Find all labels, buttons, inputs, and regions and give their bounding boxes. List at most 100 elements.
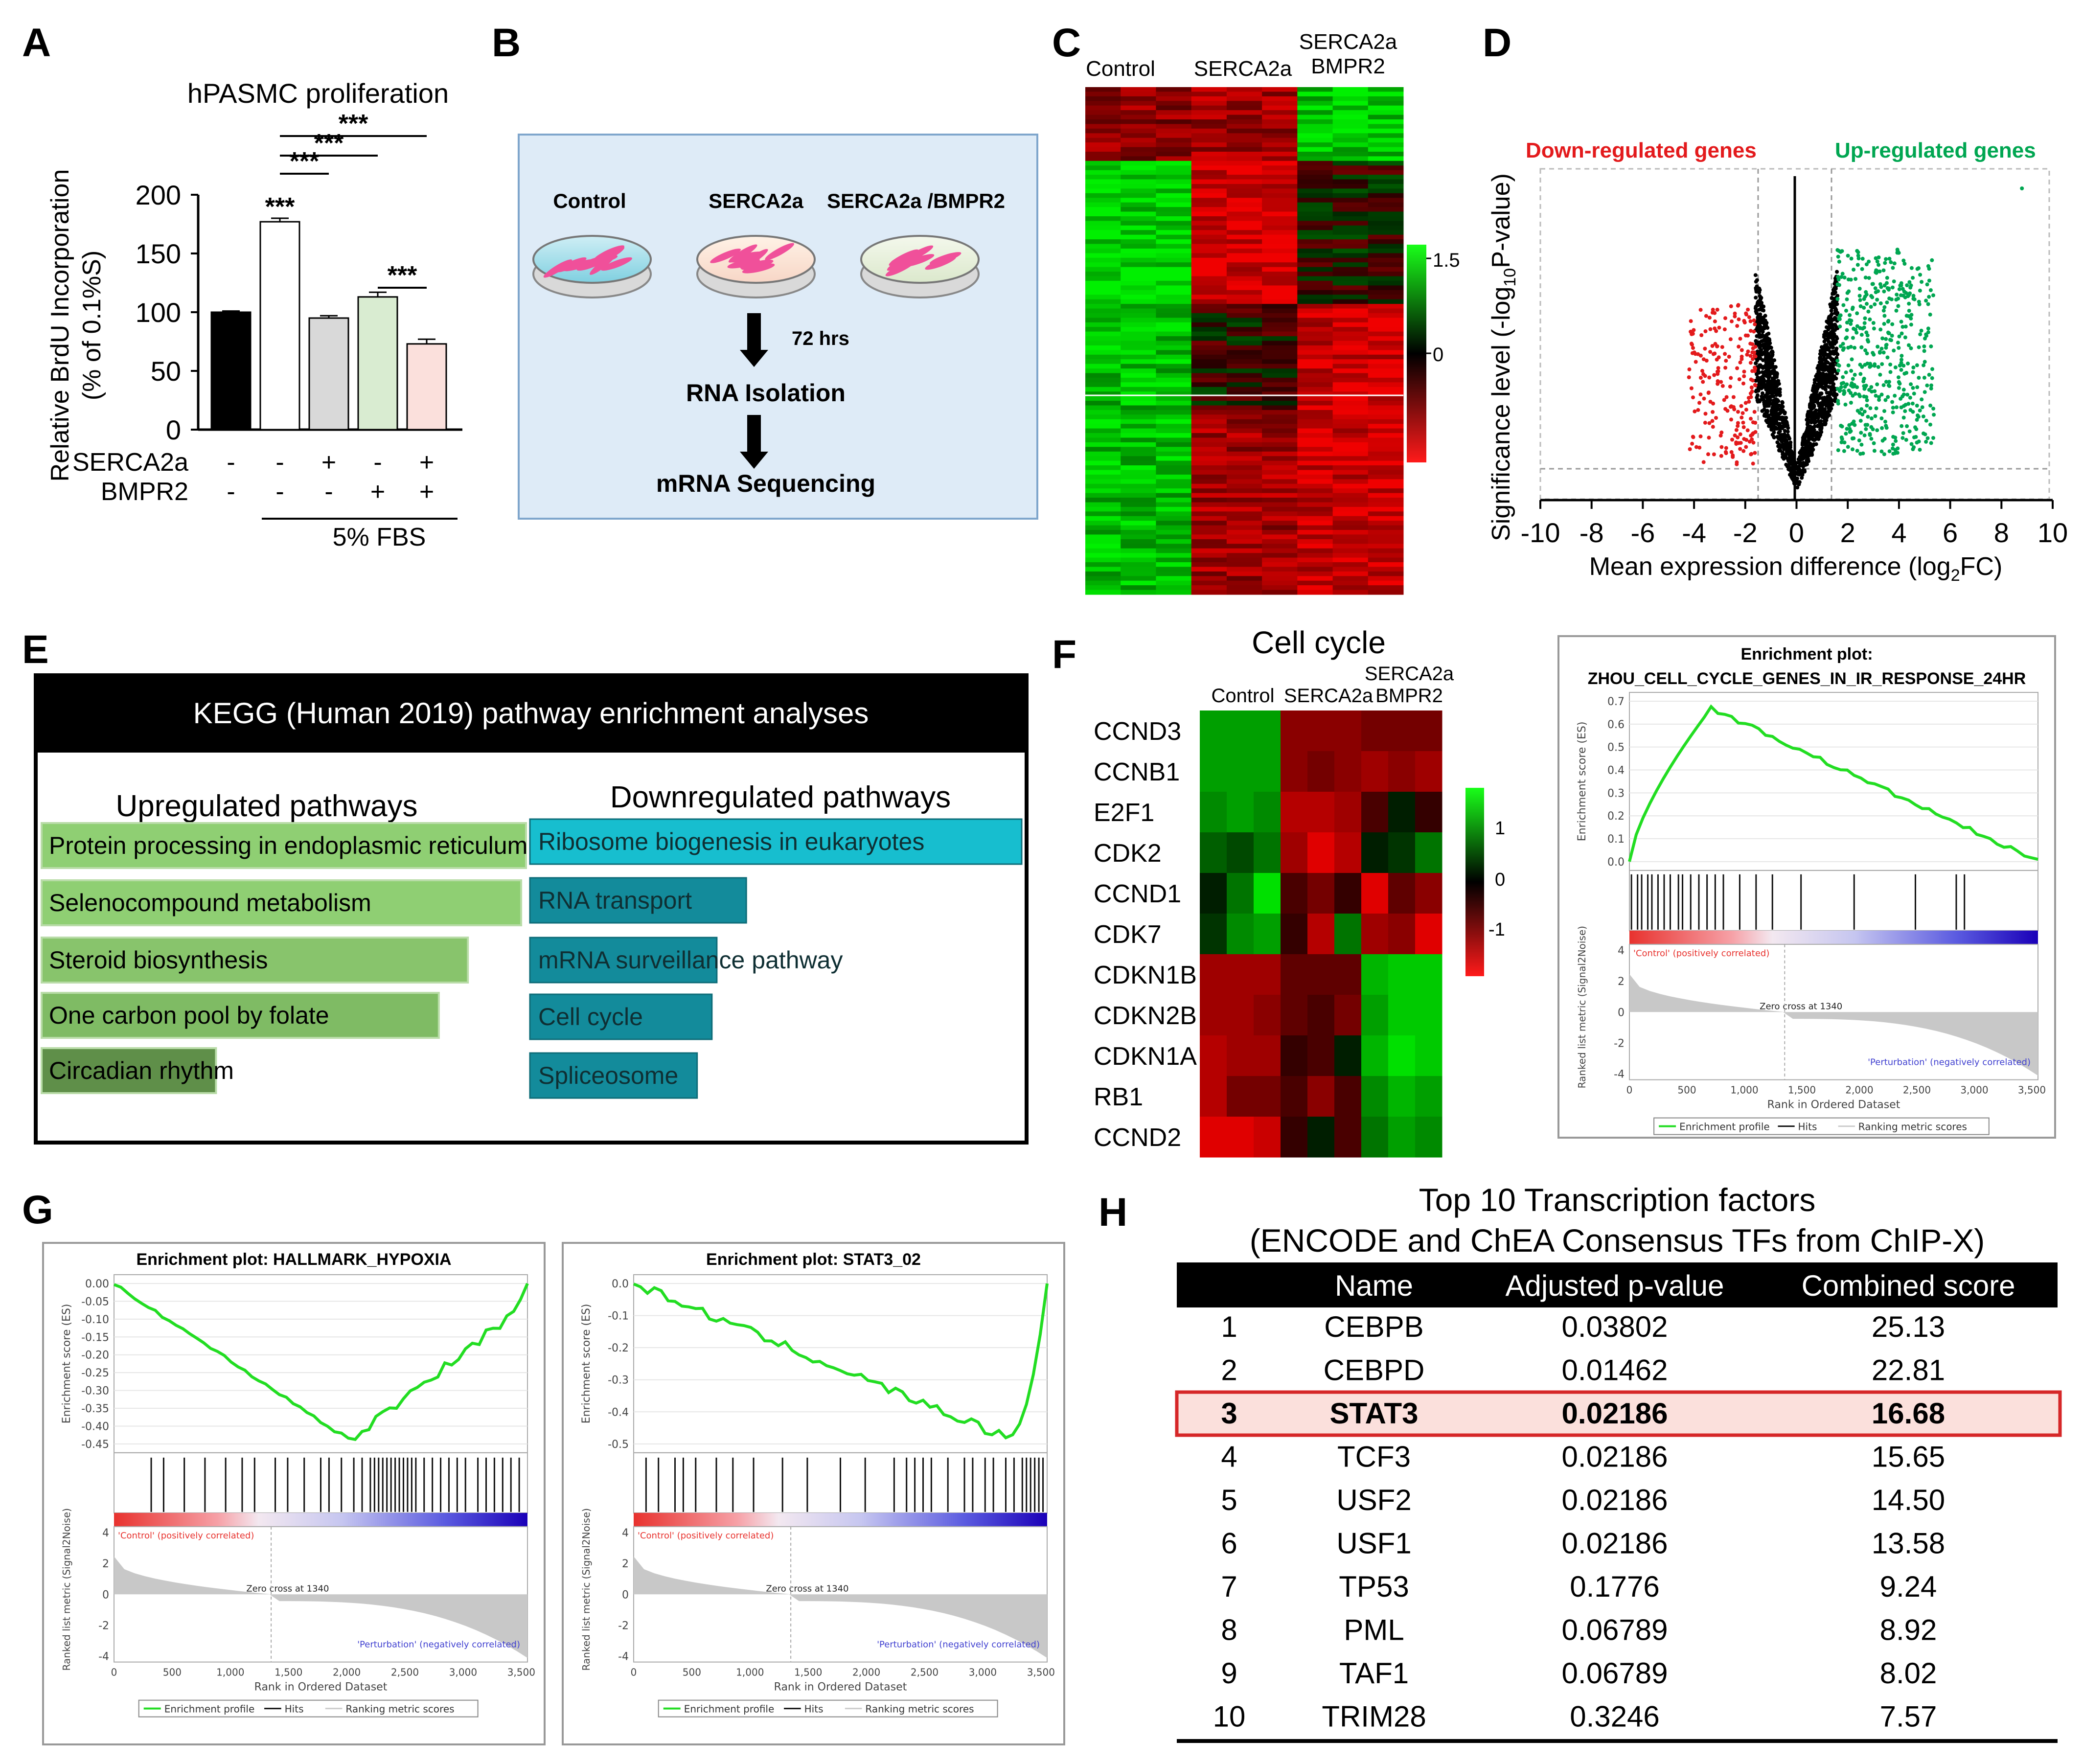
- gene-point: [1768, 390, 1773, 394]
- gene-point: [1771, 365, 1776, 369]
- heatmap-cell: [1226, 193, 1262, 198]
- heatmap-cell: [1085, 424, 1121, 429]
- heatmap-cell: [1191, 133, 1227, 138]
- heatmap-cell: [1085, 211, 1121, 217]
- gene-point: [1797, 482, 1801, 486]
- heatmap-cell: [1156, 562, 1192, 567]
- heatmap-cell: [1297, 318, 1333, 323]
- gene-point: [1755, 393, 1760, 397]
- heatmap-cell: [1191, 262, 1227, 268]
- heatmap-cell: [1262, 368, 1298, 373]
- heatmap-cell: [1085, 253, 1121, 258]
- gene-point: [1701, 460, 1706, 464]
- heatmap-cell: [1156, 567, 1192, 572]
- heatmap-cell: [1156, 253, 1192, 258]
- gene-point: [1891, 442, 1895, 447]
- gene-point: [1742, 369, 1746, 374]
- heatmap-cell: [1121, 437, 1156, 443]
- gene-point: [1886, 395, 1890, 399]
- heatmap-cell: [1085, 373, 1121, 378]
- heatmap-cell: [1368, 377, 1404, 383]
- y-axis-label: Significance level (-log10P-value): [1487, 173, 1519, 541]
- heatmap-cell: [1226, 548, 1262, 553]
- heatmap-cell: [1297, 249, 1333, 253]
- gene-point: [1812, 381, 1817, 385]
- heatmap-cell: [1332, 405, 1369, 411]
- heatmap-cell: [1368, 511, 1404, 517]
- heatmap-cell: [1191, 207, 1227, 212]
- gene-point: [1748, 319, 1753, 323]
- sign-bmpr2: +: [419, 478, 434, 506]
- gene-point: [1812, 424, 1817, 429]
- heatmap-cell: [1226, 414, 1262, 420]
- gene-point: [1902, 371, 1907, 376]
- gene-point: [1832, 369, 1837, 373]
- heatmap-cell: [1156, 525, 1192, 530]
- heatmap-cell: [1226, 101, 1262, 106]
- gene-point: [1872, 449, 1877, 453]
- heatmap-cell: [1368, 193, 1404, 198]
- gene-point: [1698, 308, 1703, 312]
- panel-label-f: F: [1052, 632, 1076, 677]
- heatmap-cell: [1227, 751, 1254, 792]
- heatmap-cell: [1156, 124, 1192, 129]
- f-col-serca2a-bmpr2-2: BMPR2: [1375, 685, 1443, 707]
- rank-tick-label: 4: [1618, 945, 1625, 957]
- heatmap-cell: [1200, 954, 1227, 995]
- heatmap-cell: [1297, 115, 1333, 120]
- heatmap-cell: [1121, 456, 1156, 461]
- gene-point: [1927, 278, 1931, 283]
- heatmap-cell: [1332, 101, 1369, 106]
- x-axis-label: Rank in Ordered Dataset: [774, 1681, 907, 1694]
- table-cell: 13.58: [1872, 1527, 1945, 1560]
- table-cell: 8.92: [1880, 1614, 1937, 1647]
- gene-point: [1690, 343, 1694, 347]
- heatmap-cell: [1368, 105, 1404, 111]
- gene-point: [1693, 409, 1697, 413]
- heatmap-cell: [1121, 548, 1156, 553]
- x-axis-label-sub: 2: [1951, 566, 1960, 585]
- heatmap-cell: [1297, 331, 1333, 337]
- heatmap-cell: [1191, 460, 1227, 466]
- gene-point: [1817, 360, 1822, 365]
- gene-point: [1711, 410, 1715, 414]
- heatmap-cell: [1332, 544, 1369, 549]
- gene-point: [1755, 398, 1760, 402]
- row-label-bmpr2: BMPR2: [101, 478, 188, 506]
- heatmap-cell: [1368, 160, 1404, 166]
- heatmap-cell: [1297, 516, 1333, 521]
- gene-point: [1751, 420, 1755, 425]
- gene-point: [1885, 275, 1889, 280]
- heatmap-cell: [1297, 152, 1333, 157]
- gene-point: [1807, 445, 1811, 449]
- heatmap-cell: [1254, 792, 1281, 833]
- heatmap-cell: [1121, 262, 1156, 268]
- heatmap-cell: [1191, 221, 1227, 226]
- heatmap-cell: [1226, 331, 1262, 337]
- heatmap-cell: [1121, 137, 1156, 143]
- rank-tick-label: 0: [1618, 1007, 1625, 1019]
- heatmap-cell: [1262, 364, 1298, 369]
- gene-point: [1894, 308, 1899, 313]
- heatmap-cell: [1121, 179, 1156, 184]
- gene-point: [1915, 404, 1919, 408]
- heatmap-cell: [1226, 437, 1262, 443]
- heatmap-cell: [1191, 253, 1227, 258]
- heatmap-cell: [1085, 101, 1121, 106]
- gene-point: [1905, 424, 1909, 428]
- heatmap-cell: [1191, 285, 1227, 291]
- gene-point: [1857, 411, 1862, 415]
- f-scale-tick: 1: [1495, 818, 1505, 839]
- gene-point: [1868, 362, 1872, 366]
- gene-point: [1925, 282, 1929, 287]
- positive-correlation-label: 'Control' (positively correlated): [1633, 948, 1769, 959]
- gene-point: [1809, 399, 1813, 403]
- heatmap-cell: [1121, 87, 1156, 92]
- heatmap-cell: [1334, 914, 1362, 955]
- gene-point: [1891, 406, 1895, 410]
- heatmap-cell: [1191, 257, 1227, 263]
- heatmap-cell: [1332, 539, 1369, 544]
- gene-point: [1918, 288, 1922, 293]
- gene-point: [1858, 418, 1863, 423]
- gene-point: [1874, 256, 1878, 260]
